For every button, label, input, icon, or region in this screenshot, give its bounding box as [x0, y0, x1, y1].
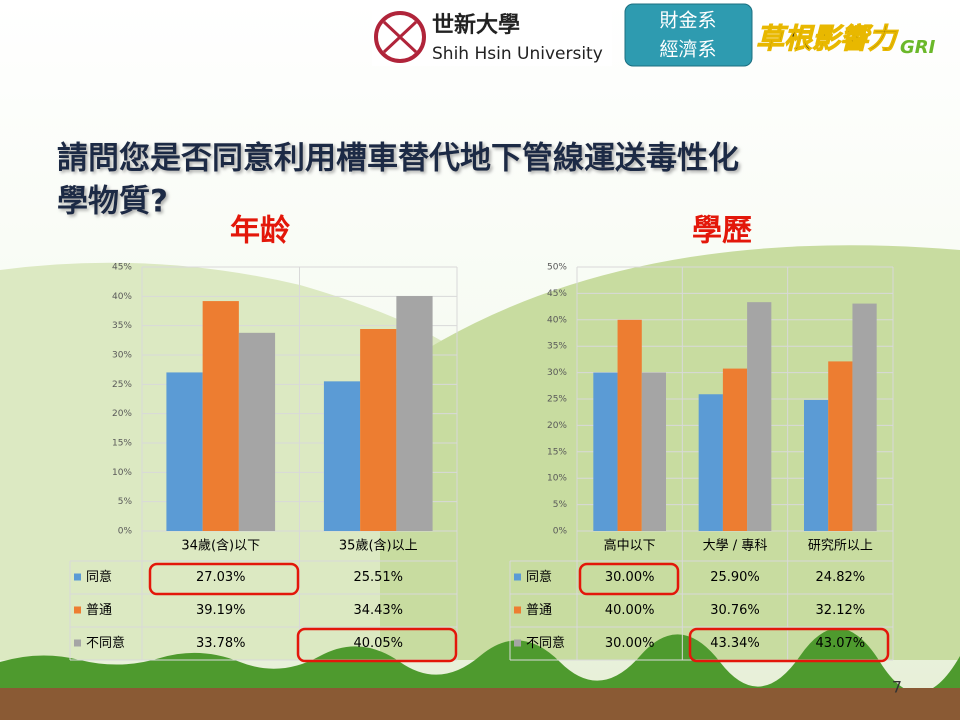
legend-swatch	[74, 606, 81, 614]
table-value: 30.76%	[710, 603, 760, 618]
table-value: 33.78%	[196, 636, 246, 651]
y-tick-label: 25%	[112, 380, 132, 390]
grass	[0, 628, 960, 693]
logo-emblem	[374, 11, 426, 63]
logo-emblem	[382, 20, 418, 54]
dept-text: 經濟系	[659, 39, 716, 61]
y-tick-label: 45%	[112, 263, 132, 273]
category-label: 大學 / 專科	[703, 539, 768, 554]
legend-label: 同意	[86, 569, 112, 585]
bar	[202, 301, 239, 531]
y-tick-label: 5%	[118, 497, 133, 507]
table-value: 27.03%	[196, 570, 246, 585]
y-tick-label: 0%	[118, 527, 133, 537]
logo-text: Shih Hsin University	[432, 44, 603, 64]
table-value: 30.00%	[605, 636, 655, 651]
y-tick-label: 25%	[547, 395, 567, 405]
legend-label: 不同意	[526, 635, 565, 651]
slide-title: 學物質?	[57, 184, 168, 220]
bar	[852, 303, 877, 531]
soil	[0, 688, 960, 720]
table-value: 25.90%	[710, 570, 760, 585]
bar	[238, 332, 276, 531]
y-tick-label: 35%	[112, 321, 132, 331]
table-value: 40.00%	[605, 603, 655, 618]
y-tick-label: 10%	[547, 474, 567, 484]
category-label: 高中以下	[604, 538, 656, 554]
y-tick-label: 40%	[547, 315, 567, 325]
legend-swatch	[74, 573, 81, 581]
legend-swatch	[74, 639, 81, 647]
bar	[323, 381, 361, 531]
table-value: 40.05%	[353, 636, 403, 651]
bar	[593, 372, 618, 531]
y-tick-label: 30%	[547, 368, 567, 378]
table-value: 30.00%	[605, 570, 655, 585]
legend-label: 普通	[86, 603, 112, 618]
table-value: 24.82%	[816, 570, 866, 585]
highlight-box	[578, 562, 680, 596]
brand-tag: GRI	[900, 37, 936, 58]
logo-text: 世新大學	[432, 12, 520, 38]
highlights	[148, 562, 890, 663]
y-tick-label: 20%	[547, 421, 567, 431]
y-tick-label: 15%	[112, 439, 132, 449]
y-tick-label: 5%	[553, 500, 568, 510]
table-value: 39.19%	[196, 603, 246, 618]
chart-title: 學歷	[692, 214, 752, 249]
table-value: 32.12%	[816, 603, 866, 618]
charts: 0% 5% 10% 15% 20% 25% 30% 35% 40% 45% 34歲(含)以下 27.0…	[69, 263, 894, 661]
legend-swatch	[514, 606, 521, 614]
table-value: 43.34%	[710, 636, 760, 651]
y-tick-label: 15%	[547, 447, 567, 457]
category-label: 35歲(含)以上	[339, 538, 418, 554]
bar	[641, 372, 667, 531]
legend-label: 不同意	[86, 635, 125, 651]
bar	[828, 361, 853, 531]
y-tick-label: 40%	[112, 292, 132, 302]
category-label: 研究所以上	[808, 539, 873, 554]
page-number: 7	[892, 678, 902, 697]
dept-box	[624, 3, 753, 67]
y-tick-label: 10%	[112, 468, 132, 478]
y-tick-label: 45%	[547, 289, 567, 299]
bar	[396, 296, 433, 531]
bar	[698, 394, 723, 531]
dept-text: 財金系	[659, 10, 716, 32]
bar	[166, 372, 203, 531]
highlight-box	[148, 562, 300, 596]
bar	[360, 329, 397, 531]
chart-title: 年龄	[230, 214, 291, 249]
table-value: 25.51%	[353, 570, 403, 585]
legend-label: 普通	[526, 603, 552, 618]
bar	[617, 319, 642, 531]
y-tick-label: 35%	[547, 342, 567, 352]
bar	[747, 302, 772, 531]
y-tick-label: 30%	[112, 351, 132, 361]
y-tick-label: 0%	[553, 527, 568, 537]
table-value: 43.07%	[816, 636, 866, 651]
legend-swatch	[514, 639, 521, 647]
hill	[380, 245, 960, 660]
category-label: 34歲(含)以下	[181, 538, 260, 554]
y-tick-label: 50%	[547, 263, 567, 273]
slide-title: 請問您是否同意利用槽車替代地下管線運送毒性化	[57, 141, 739, 177]
y-tick-label: 20%	[112, 409, 132, 419]
highlight-box	[688, 627, 890, 663]
bar	[803, 399, 829, 531]
legend-swatch	[514, 573, 521, 581]
legend-label: 同意	[526, 569, 552, 585]
highlight-box	[296, 627, 458, 663]
bar	[722, 368, 748, 531]
table-value: 34.43%	[353, 603, 403, 618]
brand-text: 草根影響力	[756, 22, 899, 55]
